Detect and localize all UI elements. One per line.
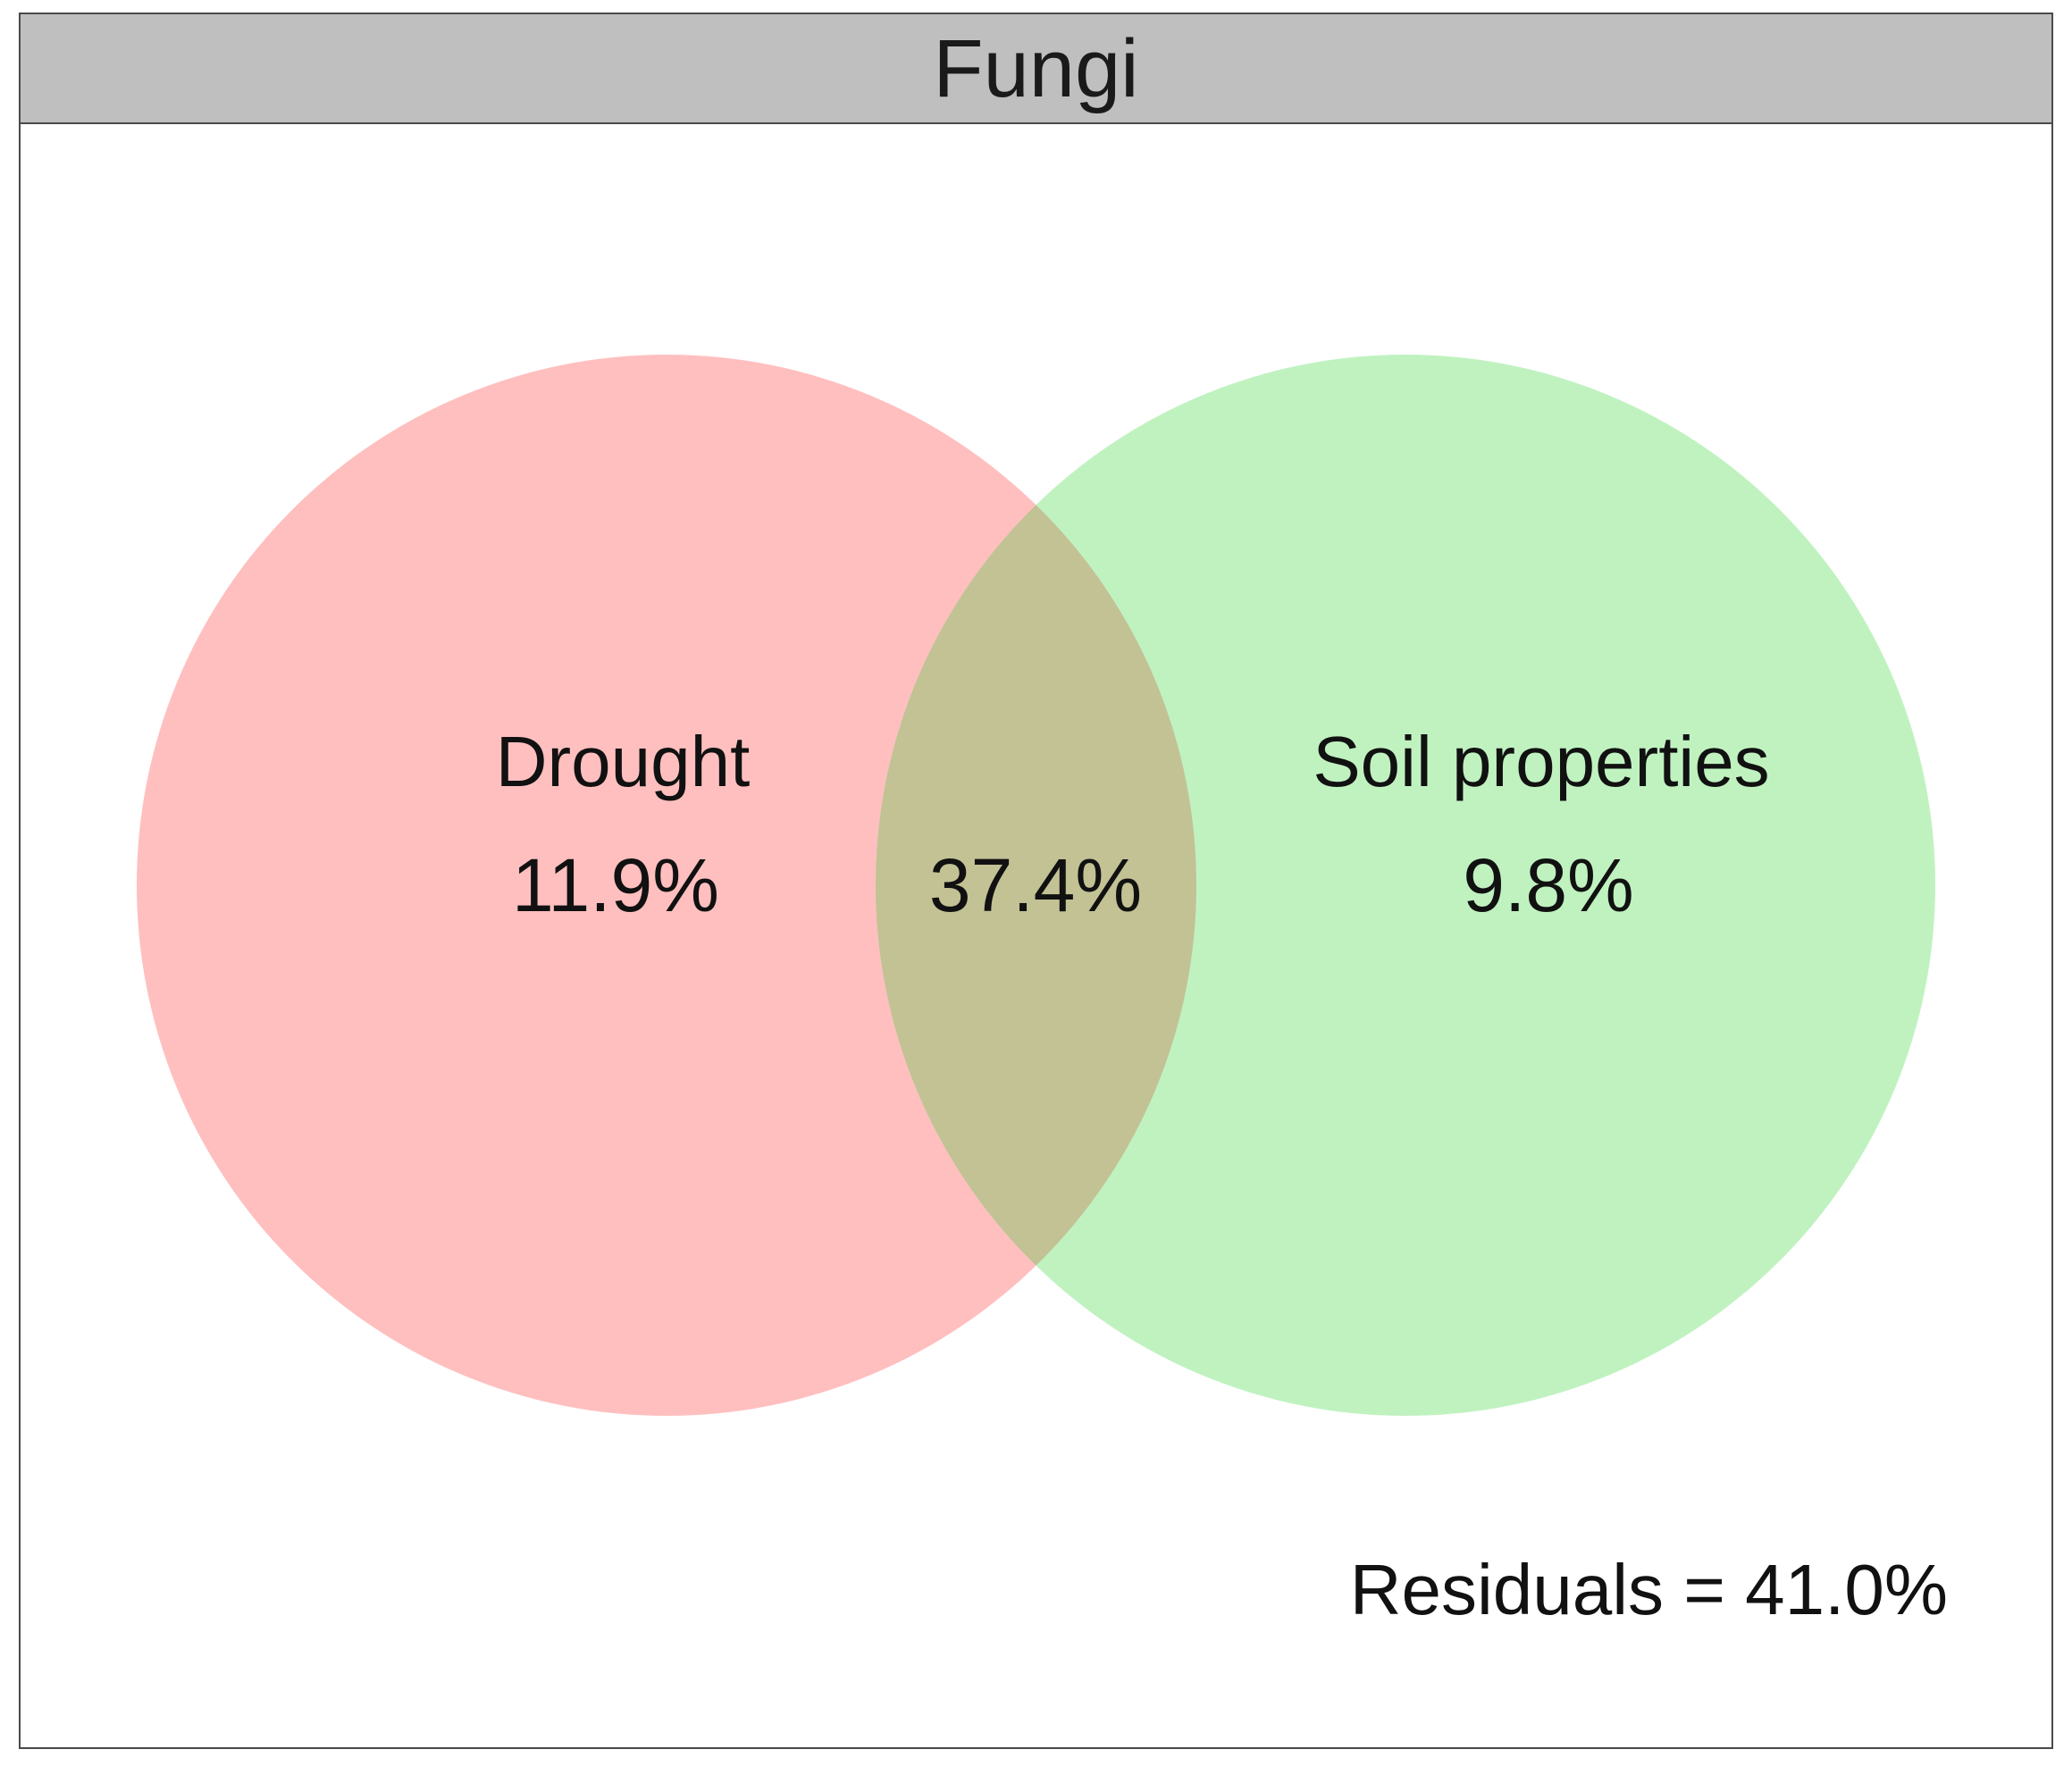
facet-title: Fungi: [933, 22, 1139, 114]
soil-properties-circle: [876, 355, 1935, 1416]
residuals-label: Residuals = 41.0%: [1350, 1550, 1948, 1629]
intersection-value: 37.4%: [929, 843, 1142, 927]
drought-only-value: 11.9%: [512, 843, 719, 927]
soil-properties-label: Soil properties: [1313, 722, 1769, 801]
facet-strip: Fungi: [21, 14, 2051, 124]
drought-circle: [137, 355, 1196, 1416]
soil-properties-only-value: 9.8%: [1463, 843, 1633, 927]
drought-label: Drought: [496, 722, 751, 801]
